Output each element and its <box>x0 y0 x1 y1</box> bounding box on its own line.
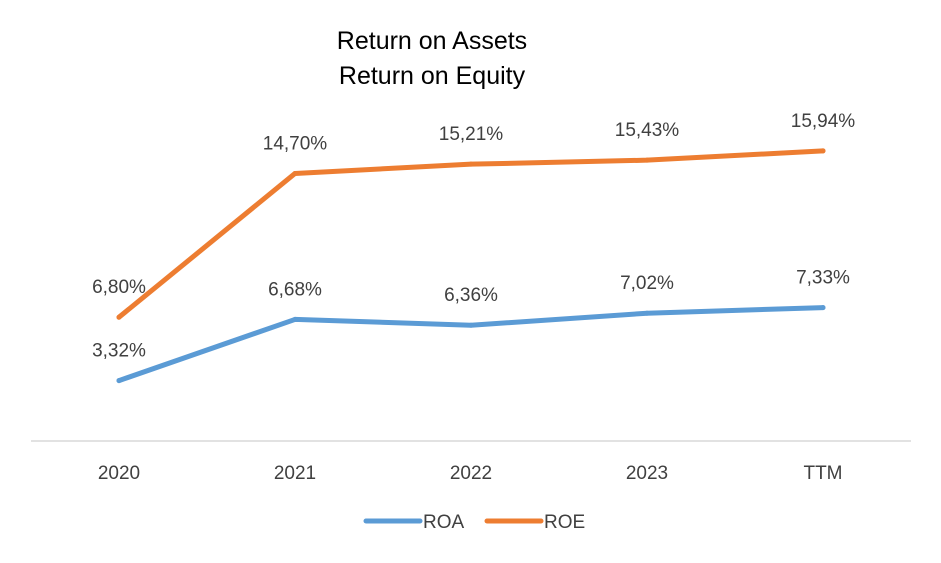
legend-label-roe: ROE <box>544 512 585 533</box>
data-point-roe-2020 <box>116 314 122 320</box>
data-label-layer: 3,32% 6,68% 6,36% 7,02% 7,33% 6,80% 14,70% 15,2… <box>92 111 855 362</box>
series-layer <box>116 148 826 384</box>
x-tick-label-2020: 2020 <box>98 463 140 484</box>
data-point-roa-ttm <box>820 305 826 311</box>
data-label-roe-2021: 14,70% <box>263 133 328 154</box>
data-label-roe-ttm: 15,94% <box>791 111 856 132</box>
x-tick-label-2023: 2023 <box>626 463 668 484</box>
data-point-roe-2021 <box>292 170 298 176</box>
data-label-roa-2021: 6,68% <box>268 279 322 300</box>
data-label-roa-2022: 6,36% <box>444 285 498 306</box>
data-label-roa-ttm: 7,33% <box>796 268 850 289</box>
series-line-roa <box>116 305 826 384</box>
x-tick-label-ttm: TTM <box>803 463 842 484</box>
data-label-roe-2023: 15,43% <box>615 120 680 141</box>
data-label-roe-2020: 6,80% <box>92 277 146 298</box>
data-label-roa-2023: 7,02% <box>620 273 674 294</box>
legend-label-roa: ROA <box>423 512 465 533</box>
data-point-roe-2022 <box>468 161 474 167</box>
data-point-roa-2021 <box>292 316 298 322</box>
x-tick-label-2021: 2021 <box>274 463 316 484</box>
x-tick-label-2022: 2022 <box>450 463 492 484</box>
data-label-roa-2020: 3,32% <box>92 341 146 362</box>
data-point-roe-ttm <box>820 148 826 154</box>
data-point-roa-2022 <box>468 322 474 328</box>
data-point-roe-2023 <box>644 157 650 163</box>
data-point-roa-2020 <box>116 378 122 384</box>
data-point-roa-2023 <box>644 310 650 316</box>
legend: ROA ROE <box>363 512 585 533</box>
x-tick-layer: 2020 2021 2022 2023 TTM <box>98 463 843 484</box>
data-label-roe-2022: 15,21% <box>439 124 504 145</box>
chart-title-line-1: Return on Assets <box>337 27 527 55</box>
chart-title-line-2: Return on Equity <box>339 62 526 90</box>
